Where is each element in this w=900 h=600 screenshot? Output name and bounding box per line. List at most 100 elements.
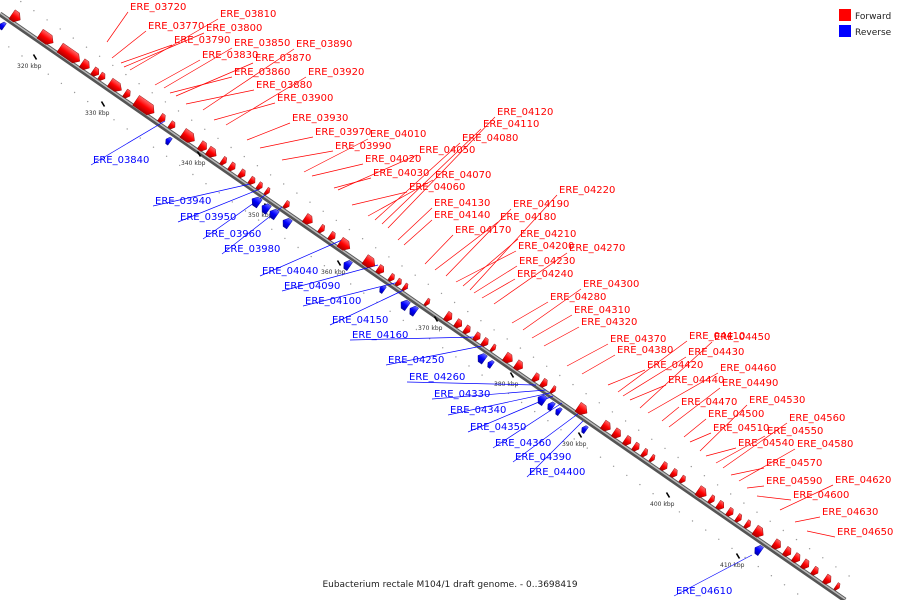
gene-label-ere-04150[interactable]: ERE_04150 [332,315,388,326]
forward-gene-arrow[interactable] [423,297,432,307]
forward-gene-arrow[interactable] [301,213,315,226]
forward-gene-arrow[interactable] [725,506,735,518]
gene-label-ere-04350[interactable]: ERE_04350 [470,422,526,433]
gene-label-ere-04100[interactable]: ERE_04100 [305,296,361,307]
gene-label-ere-03970[interactable]: ERE_03970 [315,127,371,138]
gene-label-ere-04250[interactable]: ERE_04250 [388,355,444,366]
gene-label-ere-03830[interactable]: ERE_03830 [202,50,258,61]
gene-label-ere-04500[interactable]: ERE_04500 [708,409,764,420]
gene-label-ere-03850[interactable]: ERE_03850 [234,38,290,49]
gene-label-ere-04320[interactable]: ERE_04320 [581,317,637,328]
forward-gene-arrow[interactable] [734,513,743,523]
gene-label-ere-04240[interactable]: ERE_04240 [517,269,573,280]
forward-gene-arrow[interactable] [669,468,679,479]
gene-label-ere-04020[interactable]: ERE_04020 [365,154,421,165]
forward-gene-arrow[interactable] [480,337,490,348]
gene-label-ere-03870[interactable]: ERE_03870 [255,53,311,64]
forward-gene-arrow[interactable] [539,377,549,389]
forward-gene-arrow[interactable] [90,66,101,78]
gene-label-ere-04180[interactable]: ERE_04180 [500,212,556,223]
forward-gene-arrow[interactable] [36,28,56,47]
gene-label-ere-04410[interactable]: ERE_04410 [689,331,745,342]
gene-label-ere-04210[interactable]: ERE_04210 [520,229,576,240]
reverse-gene-arrow[interactable] [267,207,280,221]
gene-label-ere-04130[interactable]: ERE_04130 [434,198,490,209]
forward-gene-arrow[interactable] [97,71,107,82]
gene-label-ere-03810[interactable]: ERE_03810 [220,9,276,20]
forward-gene-arrow[interactable] [167,120,177,131]
gene-label-ere-04610[interactable]: ERE_04610 [676,586,732,597]
gene-label-ere-03980[interactable]: ERE_03980 [224,244,280,255]
reverse-gene-arrow[interactable] [475,351,488,365]
forward-gene-arrow[interactable] [501,351,515,365]
gene-label-ere-04310[interactable]: ERE_04310 [574,305,630,316]
gene-label-ere-04230[interactable]: ERE_04230 [519,256,575,267]
reverse-gene-arrow[interactable] [0,21,7,31]
forward-gene-arrow[interactable] [122,88,132,100]
gene-label-ere-04260[interactable]: ERE_04260 [409,372,465,383]
gene-label-ere-03800[interactable]: ERE_03800 [206,23,262,34]
gene-label-ere-04340[interactable]: ERE_04340 [450,405,506,416]
forward-gene-arrow[interactable] [531,372,541,384]
forward-gene-arrow[interactable] [375,264,386,275]
forward-gene-arrow[interactable] [743,519,752,530]
gene-label-ere-04400[interactable]: ERE_04400 [529,467,585,478]
gene-label-ere-04490[interactable]: ERE_04490 [722,378,778,389]
forward-gene-arrow[interactable] [599,419,613,433]
gene-label-ere-04510[interactable]: ERE_04510 [713,423,769,434]
forward-gene-arrow[interactable] [640,447,649,458]
gene-label-ere-04090[interactable]: ERE_04090 [284,281,340,292]
gene-label-ere-04140[interactable]: ERE_04140 [434,210,490,221]
gene-label-ere-04040[interactable]: ERE_04040 [262,266,318,277]
gene-label-ere-04600[interactable]: ERE_04600 [793,490,849,501]
gene-label-ere-03720[interactable]: ERE_03720 [130,2,186,13]
forward-gene-arrow[interactable] [336,237,353,253]
forward-gene-arrow[interactable] [790,552,802,564]
forward-gene-arrow[interactable] [78,58,92,72]
forward-gene-arrow[interactable] [715,499,726,511]
forward-gene-arrow[interactable] [659,461,669,472]
gene-label-ere-03790[interactable]: ERE_03790 [174,35,230,46]
gene-label-ere-04030[interactable]: ERE_04030 [373,168,429,179]
gene-label-ere-03930[interactable]: ERE_03930 [292,113,348,124]
gene-label-ere-04450[interactable]: ERE_04450 [714,332,770,343]
reverse-gene-arrow[interactable] [249,195,263,209]
forward-gene-arrow[interactable] [219,156,228,166]
forward-gene-arrow[interactable] [453,318,464,330]
forward-gene-arrow[interactable] [489,343,498,353]
forward-gene-arrow[interactable] [255,181,265,191]
forward-gene-arrow[interactable] [648,453,657,463]
gene-label-ere-04390[interactable]: ERE_04390 [515,452,571,463]
gene-label-ere-04190[interactable]: ERE_04190 [513,199,569,210]
gene-label-ere-04580[interactable]: ERE_04580 [797,439,853,450]
forward-gene-arrow[interactable] [179,128,198,145]
gene-label-ere-04110[interactable]: ERE_04110 [483,119,539,130]
gene-label-ere-04300[interactable]: ERE_04300 [583,279,639,290]
gene-label-ere-04200[interactable]: ERE_04200 [518,241,574,252]
gene-label-ere-04440[interactable]: ERE_04440 [668,375,724,386]
gene-label-ere-04380[interactable]: ERE_04380 [617,345,673,356]
forward-gene-arrow[interactable] [833,582,842,592]
forward-gene-arrow[interactable] [549,385,558,395]
forward-gene-arrow[interactable] [810,565,820,577]
forward-gene-arrow[interactable] [781,546,793,558]
forward-gene-arrow[interactable] [770,538,783,552]
forward-gene-arrow[interactable] [157,113,167,124]
reverse-gene-arrow[interactable] [486,359,495,369]
gene-label-ere-04170[interactable]: ERE_04170 [455,225,511,236]
reverse-gene-arrow[interactable] [580,424,589,435]
forward-gene-arrow[interactable] [442,310,454,323]
forward-gene-arrow[interactable] [263,186,272,196]
gene-label-ere-04010[interactable]: ERE_04010 [370,129,426,140]
gene-label-ere-04630[interactable]: ERE_04630 [822,507,878,518]
reverse-gene-arrow[interactable] [407,304,419,317]
gene-label-ere-04060[interactable]: ERE_04060 [409,182,465,193]
forward-gene-arrow[interactable] [327,230,337,242]
gene-label-ere-04070[interactable]: ERE_04070 [435,170,491,181]
forward-gene-arrow[interactable] [132,95,158,117]
reverse-gene-arrow[interactable] [554,406,563,417]
reverse-gene-arrow[interactable] [535,393,548,407]
gene-label-ere-04080[interactable]: ERE_04080 [462,133,518,144]
gene-label-ere-03860[interactable]: ERE_03860 [234,67,290,78]
gene-label-ere-03950[interactable]: ERE_03950 [180,212,236,223]
